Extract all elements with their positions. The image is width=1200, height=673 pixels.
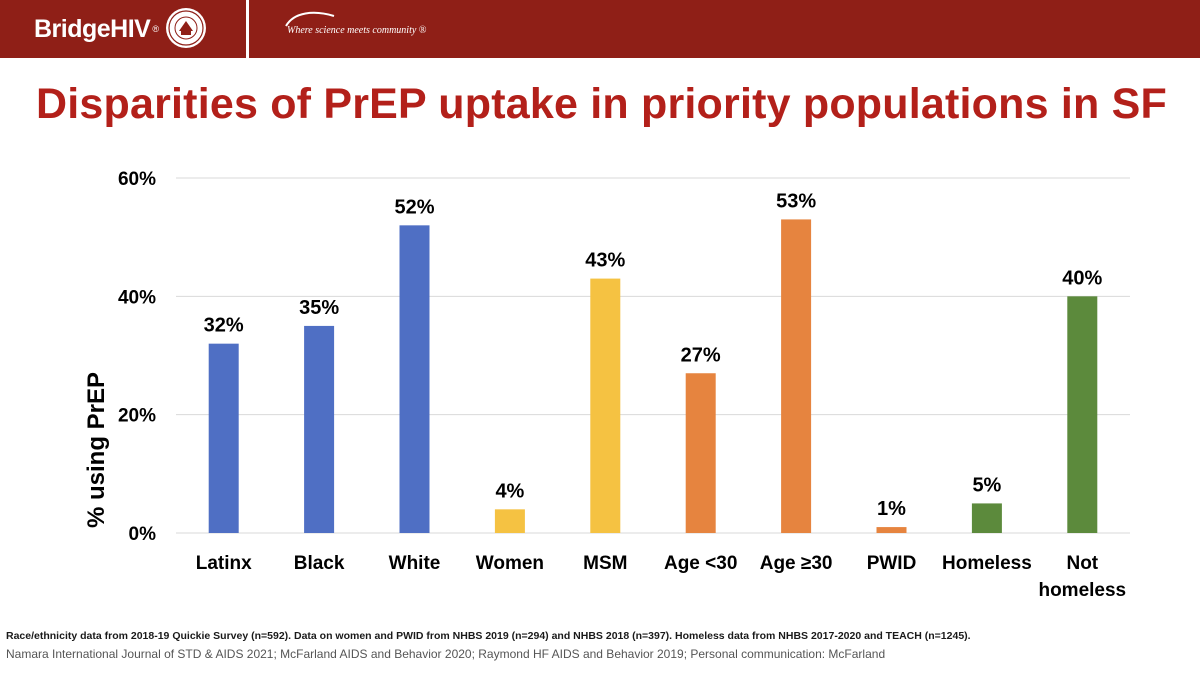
y-tick-label: 40% [118, 287, 156, 308]
y-axis-label: % using PrEP [83, 372, 110, 528]
x-tick-label: MSM [583, 553, 627, 574]
bar [399, 225, 430, 533]
bar [781, 219, 812, 533]
x-tick-label: Women [476, 553, 544, 574]
x-tick-label: White [389, 553, 441, 574]
bar [304, 325, 335, 533]
bar [876, 527, 907, 533]
data-label: 35% [299, 297, 339, 319]
footnote-data-sources: Race/ethnicity data from 2018-19 Quickie… [6, 630, 971, 642]
data-label: 40% [1062, 267, 1102, 289]
bar [971, 503, 1002, 533]
data-label: 43% [585, 250, 625, 272]
data-label: 32% [204, 315, 244, 337]
y-tick-label: 60% [118, 169, 156, 190]
city-seal-icon [166, 8, 206, 48]
x-tick-label: Not [1066, 553, 1098, 574]
x-tick-label: Age ≥30 [760, 553, 833, 574]
logo-registered-mark: ® [152, 24, 159, 34]
data-label: 27% [681, 344, 721, 366]
header-bar: BridgeHIV ® Where science meets community… [0, 0, 1200, 58]
bar [590, 278, 621, 533]
bridgehiv-logo[interactable]: BridgeHIV ® [34, 12, 159, 46]
data-label: 4% [495, 480, 524, 502]
bar [208, 343, 239, 533]
y-tick-label: 0% [129, 524, 157, 545]
bar [685, 373, 716, 533]
bar-chart: 0% 20% 40% 60% 32% Latinx 35% Black 52% White 4% Wo… [83, 169, 1130, 601]
bar [1067, 296, 1098, 533]
footnote-citations: Namara International Journal of STD & AI… [6, 647, 886, 661]
y-tick-label: 20% [118, 406, 156, 427]
x-tick-label: homeless [1038, 580, 1126, 601]
tagline: Where science meets community ® [287, 25, 427, 36]
logo-text: BridgeHIV [34, 15, 151, 43]
bar [494, 509, 525, 533]
x-tick-label: PWID [867, 553, 917, 574]
swoosh-icon [285, 11, 335, 27]
header-divider [246, 0, 249, 58]
data-label: 1% [877, 498, 906, 520]
x-tick-label: Homeless [942, 553, 1032, 574]
data-label: 53% [776, 190, 816, 212]
x-tick-label: Black [294, 553, 345, 574]
x-tick-label: Age <30 [664, 553, 737, 574]
data-label: 5% [972, 474, 1001, 496]
data-label: 52% [394, 196, 434, 218]
x-tick-label: Latinx [196, 553, 252, 574]
page-title: Disparities of PrEP uptake in priority p… [36, 80, 1167, 128]
